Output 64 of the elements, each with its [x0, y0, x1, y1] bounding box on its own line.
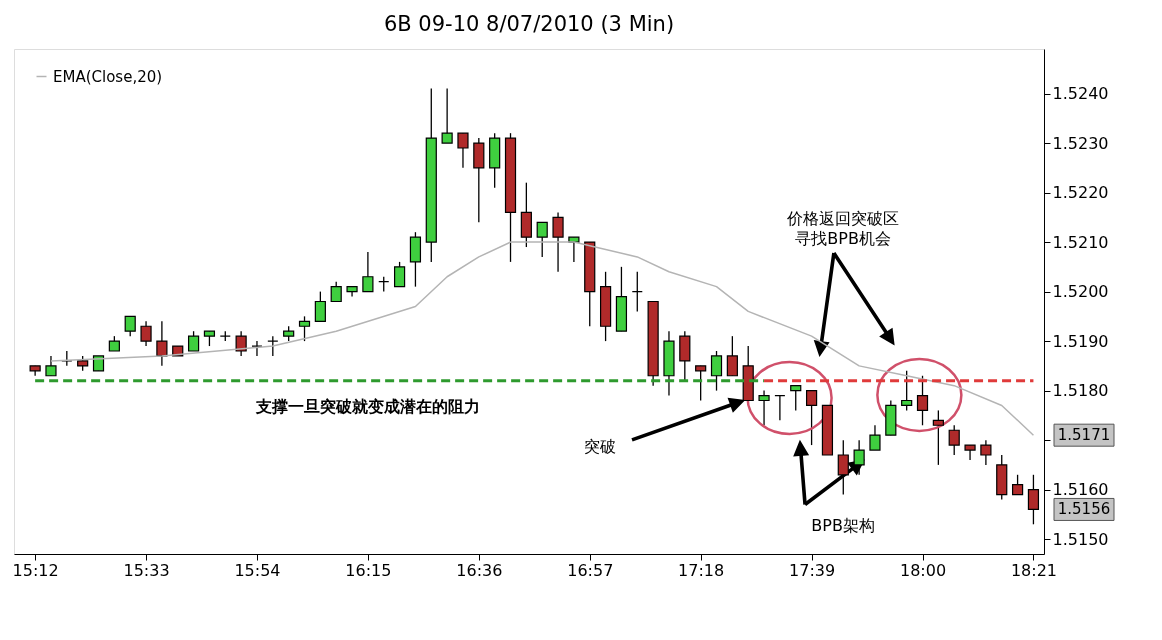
x-tick-label: 17:39 — [789, 560, 836, 580]
candlestick — [235, 330, 247, 357]
candlestick — [964, 444, 976, 461]
candlestick — [1011, 474, 1024, 496]
candlestick — [932, 409, 944, 466]
annotation: 价格返回突破区寻找BPB机会 — [786, 209, 900, 249]
candlestick — [536, 221, 548, 258]
x-tick-label: 18:00 — [899, 560, 947, 580]
x-tick-label: 18:21 — [1010, 560, 1057, 580]
x-tick-label: 16:36 — [456, 560, 503, 580]
y-tick-label: 1.5220 — [1052, 183, 1109, 203]
x-tick-label: 17:18 — [678, 560, 725, 580]
x-tick-label: 16:57 — [567, 560, 614, 580]
candlestick — [124, 315, 136, 337]
candlestick — [758, 389, 770, 426]
candlestick — [267, 335, 279, 357]
candlestick — [901, 370, 913, 412]
candlestick — [837, 439, 849, 496]
candlestick — [330, 281, 342, 303]
candlestick — [251, 340, 263, 357]
candlestick — [140, 320, 152, 347]
candlestick — [298, 315, 311, 342]
candlestick — [790, 385, 802, 412]
legend-label: EMA(Close,20) — [53, 67, 163, 86]
y-tick-label: 1.5190 — [1052, 331, 1109, 351]
y-tick-label: 1.5180 — [1052, 381, 1109, 401]
y-tick-label: 1.5200 — [1052, 282, 1109, 302]
candlestick — [695, 365, 707, 402]
candlestick — [710, 350, 723, 392]
y-tick-label: 1.5240 — [1052, 84, 1109, 104]
candlestick — [805, 389, 818, 446]
candlestick — [441, 87, 453, 144]
candlestick — [314, 290, 326, 322]
candlestick — [362, 251, 374, 293]
y-tick-label: 1.5160 — [1052, 480, 1109, 500]
x-tick-label: 15:54 — [234, 560, 281, 580]
candlestick — [774, 394, 786, 421]
y-tick-label: 1.5210 — [1052, 232, 1109, 252]
candlestick — [156, 320, 168, 367]
annotation: 突破 — [584, 437, 617, 457]
annotation: 1.5156 — [1057, 500, 1111, 519]
y-tick-label: 1.5150 — [1052, 529, 1109, 549]
annotation: 支撑一旦突破就变成潜在的阻力 — [254, 396, 480, 416]
candlestick — [948, 424, 960, 456]
candlestick — [552, 211, 564, 273]
candlestick — [457, 132, 469, 169]
x-tick-label: 16:15 — [345, 560, 392, 580]
candlestick — [568, 236, 580, 263]
y-tick-label: 1.5230 — [1052, 133, 1109, 153]
candlestick — [393, 261, 406, 288]
candlestick — [1027, 474, 1040, 525]
candlestick — [980, 439, 992, 466]
chart-title: 6B 09-10 8/07/2010 (3 Min) — [383, 12, 675, 36]
candlestick — [916, 375, 929, 426]
candlestick — [187, 330, 200, 352]
candlestick — [726, 335, 738, 377]
annotation: 1.5171 — [1057, 426, 1111, 445]
x-tick-label: 15:33 — [123, 560, 170, 580]
candlestick — [631, 271, 643, 313]
candlestick — [853, 439, 865, 476]
x-tick-label: 15:12 — [12, 560, 59, 580]
annotation: BPB架构 — [811, 516, 875, 536]
candlestick — [869, 424, 881, 451]
candlestick — [45, 355, 57, 377]
